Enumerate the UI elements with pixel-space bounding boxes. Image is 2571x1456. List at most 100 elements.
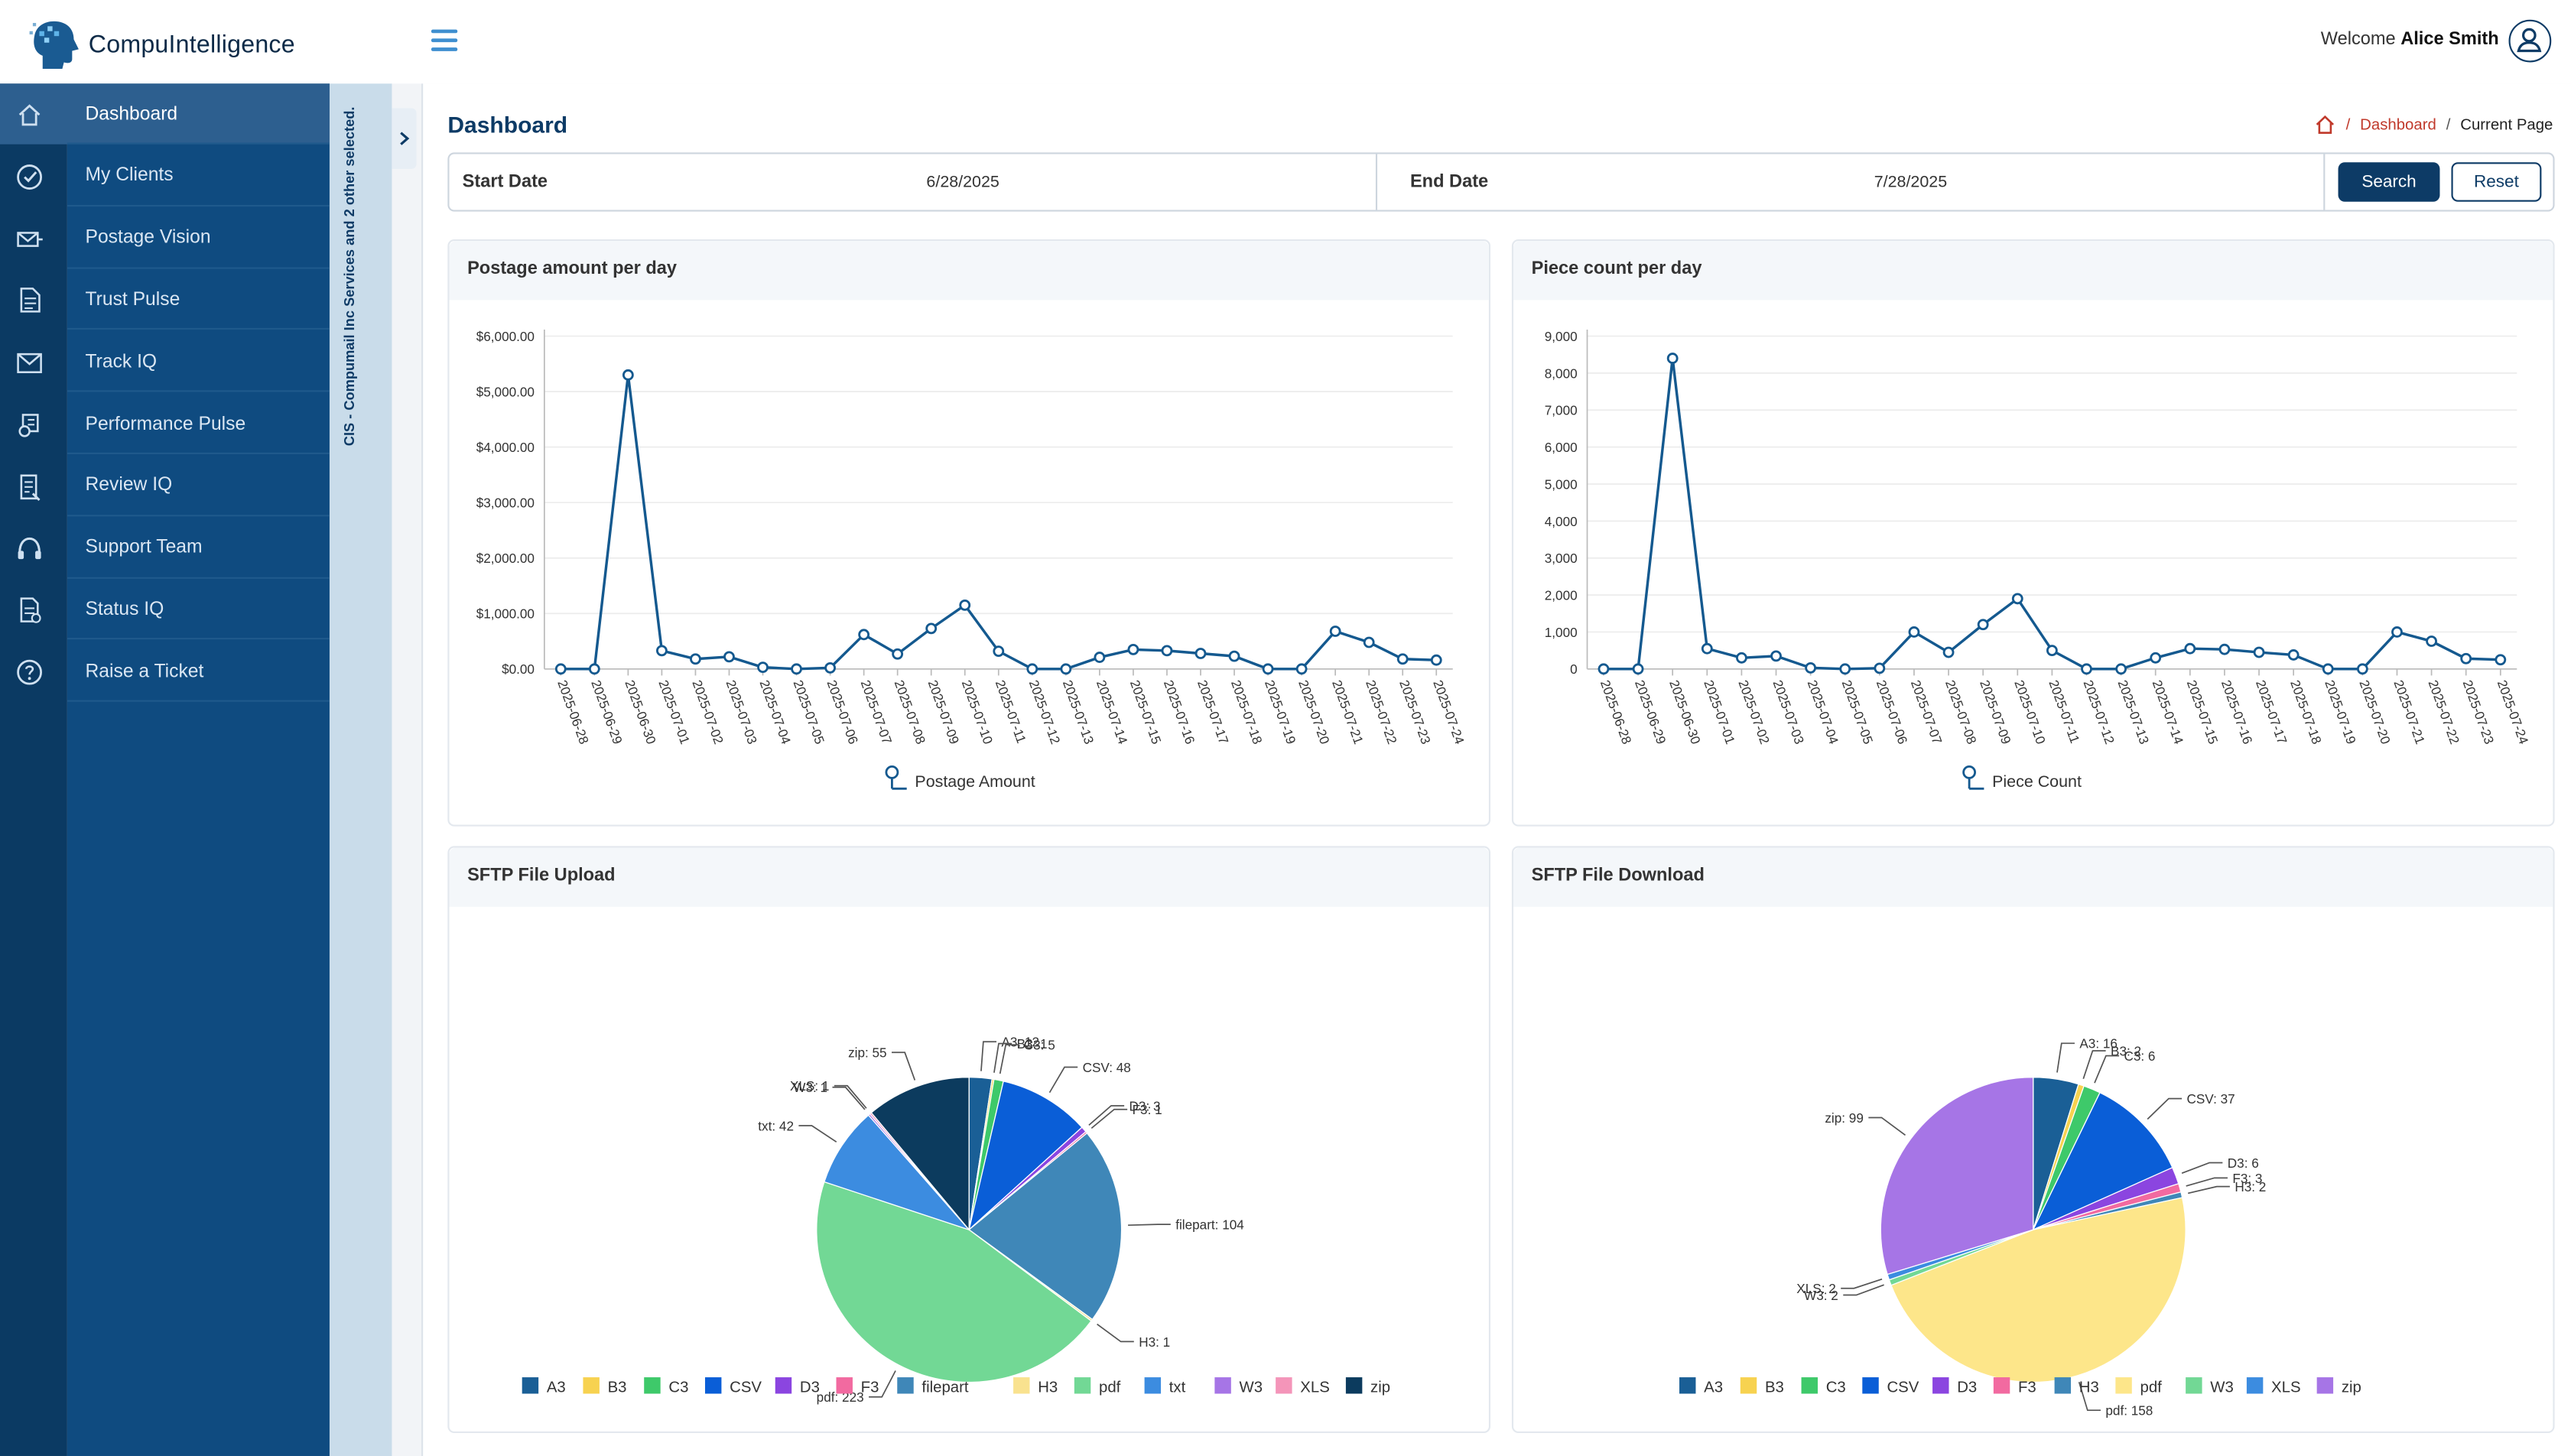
legend-label: Postage Amount [915,772,1035,791]
x-tick-label: 2025-07-17 [2253,678,2290,746]
pie-leader-line [2056,1042,2075,1073]
card-header: SFTP File Upload [449,847,1489,907]
card-header: Postage amount per day [449,241,1489,301]
data-point [1396,653,1409,665]
end-date-field[interactable]: 7/28/2025 [1874,154,1947,210]
breadcrumb: / Dashboard / Current Page [2313,113,2553,136]
x-tick-label: 2025-07-11 [993,678,1029,745]
x-tick-label: 2025-07-10 [959,678,996,746]
sidebar-item-my-clients[interactable]: My Clients [0,145,330,206]
sidebar-item-track-iq[interactable]: Track IQ [0,332,330,392]
legend-swatch [2186,1377,2202,1394]
x-tick-label: 2025-07-16 [2218,678,2256,746]
card-header: SFTP File Download [1513,847,2553,907]
pie-slice-filepart [968,1132,1123,1321]
legend-swatch [1276,1377,1292,1394]
sftp-download-card: SFTP File Download A3: 16 B3: 2 C3: 6 CSV: … [1511,846,2555,1433]
legend-marker-icon [885,765,899,779]
data-point [2426,635,2437,647]
start-date-field[interactable]: 6/28/2025 [926,154,999,210]
data-point [1805,661,1817,674]
question-icon [17,660,42,685]
pie-label: H3: 2 [2235,1179,2266,1194]
menu-toggle-button[interactable] [423,21,462,60]
legend-label: H3 [2079,1379,2099,1396]
card-title: Postage amount per day [467,258,678,279]
home-breadcrumb-icon[interactable] [2313,113,2336,136]
data-point [1060,663,1072,675]
x-tick-label: 2025-07-14 [2150,678,2187,746]
pie-leader-line [999,1044,1019,1074]
data-point [1598,663,1610,675]
divider [67,514,330,516]
hamburger-icon [431,29,458,51]
data-point [959,599,971,611]
x-tick-label: 2025-06-28 [1598,678,1635,746]
divider [67,328,330,330]
x-tick-label: 2025-07-02 [689,678,726,746]
y-tick-label: 2,000 [1545,588,1578,603]
x-tick-label: 2025-07-15 [2184,678,2222,746]
page-title: Dashboard [447,111,568,138]
sidebar-nav: Dashboard My Clients Postage Vision Trust P… [0,83,330,707]
pie-slice-zip [1880,1077,2034,1276]
sidebar-item-support-team[interactable]: Support Team [0,518,330,579]
sidebar-item-performance-pulse[interactable]: Performance Pulse [0,394,330,454]
legend-swatch [644,1377,661,1394]
pie-leader-line [2094,1055,2120,1084]
x-tick-label: 2025-07-23 [1396,678,1434,746]
sidebar-item-label: My Clients [85,166,174,186]
breadcrumb-dashboard-link[interactable]: Dashboard [2360,115,2436,134]
user-avatar-button[interactable] [2508,19,2552,63]
sidebar-item-status-iq[interactable]: Status IQ [0,580,330,641]
legend-swatch [2316,1377,2334,1394]
status-icon [20,598,41,624]
x-tick-label: 2025-06-29 [588,678,626,746]
sidebar-item-review-iq[interactable]: Review IQ [0,456,330,516]
search-button[interactable]: Search [2338,162,2440,202]
app-logo[interactable]: CompuIntelligence [26,16,295,72]
check-circle-icon [17,164,42,190]
legend-swatch [1862,1377,1879,1394]
pie-label: F3: 1 [1133,1102,1162,1117]
end-date-label: End Date [1409,172,1489,192]
sidebar-item-raise-a-ticket[interactable]: Raise a Ticket [0,642,330,703]
legend-label: CSV [730,1379,762,1396]
y-tick-label: $0.00 [502,661,535,677]
pie-label: D3: 3 [1129,1098,1161,1113]
legend-label: C3 [668,1379,688,1396]
sidebar-item-trust-pulse[interactable]: Trust Pulse [0,269,330,330]
series-line [1603,358,2501,671]
x-tick-label: 2025-07-07 [858,678,895,746]
x-tick-label: 2025-06-29 [1632,678,1669,746]
x-tick-label: 2025-07-20 [1295,678,1333,746]
data-point [588,663,600,675]
headset-icon [18,536,41,559]
x-tick-label: 2025-07-13 [1060,678,1097,746]
end-date-value[interactable]: 7/28/2025 [1874,173,1948,191]
x-tick-label: 2025-07-21 [2391,678,2428,746]
x-tick-label: 2025-07-13 [2115,678,2153,746]
data-point [1770,650,1782,662]
legend-label: filepart [921,1379,968,1396]
sftp-upload-card: SFTP File Upload A3: 12 B3: 1 C3: 5 CSV: 48… [447,846,1491,1433]
data-point [993,645,1005,657]
start-date-value[interactable]: 6/28/2025 [926,173,999,191]
data-point [892,648,904,660]
legend-label: zip [2342,1379,2361,1396]
legend-swatch [522,1377,539,1394]
panel-expand-button[interactable] [392,108,417,169]
x-tick-label: 2025-07-18 [2287,678,2325,746]
pie-label: pdf: 158 [2105,1403,2153,1419]
data-point [1977,619,1989,631]
data-point [925,622,938,635]
sidebar-item-dashboard[interactable]: Dashboard [0,83,330,145]
data-point [2184,642,2196,655]
legend-swatch [583,1377,600,1394]
pie-leader-line [2186,1177,2228,1187]
legend-swatch [2054,1377,2072,1394]
x-tick-label: 2025-07-14 [1094,678,1131,746]
sidebar-item-postage-vision[interactable]: Postage Vision [0,207,330,268]
date-filter-bar: Start Date 6/28/2025 End Date 7/28/2025 … [447,152,2555,212]
reset-button[interactable]: Reset [2451,162,2542,202]
